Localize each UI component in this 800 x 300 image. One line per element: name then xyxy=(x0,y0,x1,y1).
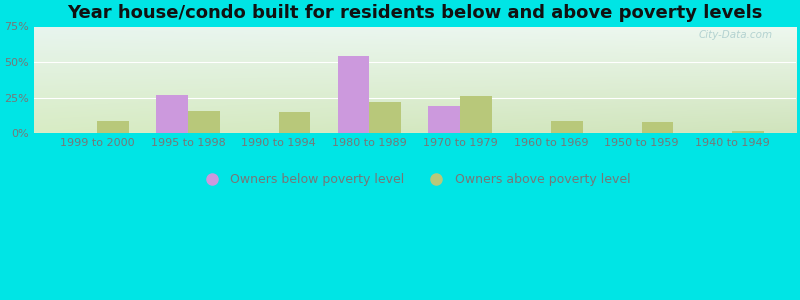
Bar xyxy=(551,121,582,134)
Bar xyxy=(278,112,310,134)
Bar xyxy=(642,122,674,134)
Title: Year house/condo built for residents below and above poverty levels: Year house/condo built for residents bel… xyxy=(67,4,762,22)
Bar xyxy=(460,96,492,134)
Bar xyxy=(429,106,460,134)
Bar xyxy=(156,95,188,134)
Bar xyxy=(338,56,370,134)
Text: City-Data.com: City-Data.com xyxy=(699,30,773,40)
Bar xyxy=(188,111,220,134)
Legend: Owners below poverty level, Owners above poverty level: Owners below poverty level, Owners above… xyxy=(194,168,635,191)
Bar xyxy=(732,130,764,134)
Bar xyxy=(98,121,129,134)
Bar xyxy=(370,102,401,134)
